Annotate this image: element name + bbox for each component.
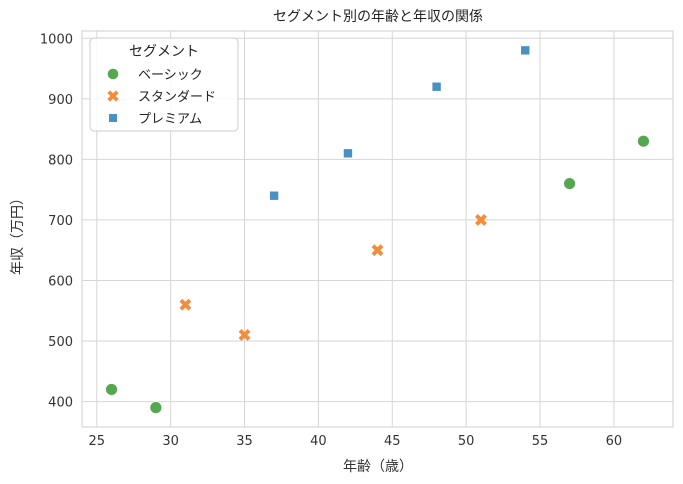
x-axis: 25 30 35 40 45 50 55 60 — [89, 434, 623, 449]
data-points — [105, 45, 650, 415]
plot-frame — [81, 30, 674, 428]
x-tick-label: 60 — [606, 434, 623, 449]
legend-box — [89, 37, 239, 132]
legend-label: ベーシック — [138, 68, 203, 83]
y-axis-title: 年収（万円） — [10, 191, 26, 275]
data-point — [563, 177, 576, 190]
data-point — [343, 148, 353, 159]
legend-title: セグメント — [129, 44, 199, 60]
y-tick-label: 500 — [48, 335, 73, 350]
data-point — [149, 401, 163, 415]
x-tick-label: 55 — [532, 434, 549, 449]
y-tick-label: 700 — [48, 214, 73, 229]
x-tick-label: 25 — [89, 434, 106, 449]
data-point — [475, 214, 487, 226]
data-point — [269, 190, 279, 201]
data-point — [431, 81, 442, 92]
legend-label: プレミアム — [138, 112, 202, 127]
legend-label: スタンダード — [138, 90, 216, 105]
y-tick-label: 400 — [48, 396, 73, 411]
chart-title: セグメント別の年齢と年収の関係 — [273, 9, 483, 25]
data-point — [371, 244, 384, 257]
y-tick-label: 1000 — [40, 32, 73, 47]
data-point — [179, 298, 192, 311]
x-axis-title: 年齢（歳） — [343, 459, 413, 475]
y-tick-label: 600 — [48, 274, 73, 289]
x-tick-label: 50 — [458, 434, 475, 449]
data-point — [105, 383, 118, 396]
x-tick-label: 40 — [310, 434, 327, 449]
legend-marker — [106, 67, 120, 81]
legend-marker — [108, 113, 118, 123]
y-axis: 400 500 600 700 800 900 1000 — [40, 32, 73, 410]
data-point — [637, 134, 650, 148]
x-tick-label: 30 — [162, 434, 179, 449]
data-point — [520, 45, 531, 56]
y-tick-label: 900 — [48, 93, 73, 108]
data-point — [238, 329, 251, 341]
x-tick-label: 45 — [384, 434, 401, 449]
x-tick-label: 35 — [236, 434, 253, 449]
y-tick-label: 800 — [48, 153, 73, 168]
legend-marker — [107, 90, 119, 102]
